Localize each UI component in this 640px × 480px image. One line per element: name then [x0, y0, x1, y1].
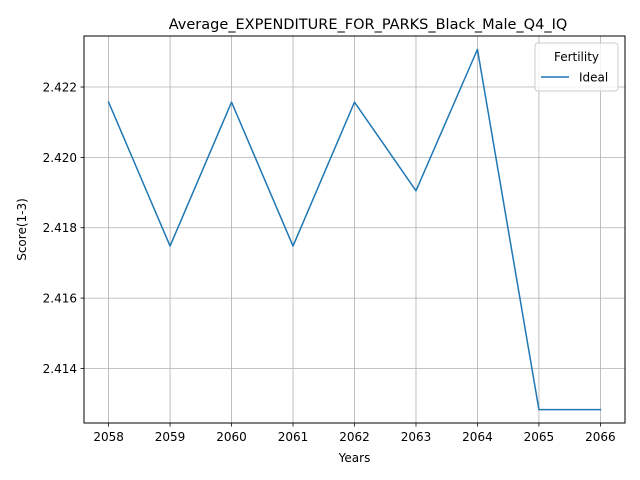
x-tick-label: 2062	[339, 430, 370, 444]
x-axis-label: Years	[338, 451, 371, 465]
legend-entry-ideal: Ideal	[579, 71, 608, 85]
legend-box	[534, 42, 619, 92]
series-layer	[107, 48, 602, 411]
chart-title: Average_EXPENDITURE_FOR_PARKS_Black_Male…	[169, 17, 568, 33]
x-tick-label: 2059	[155, 430, 186, 444]
y-tick-label: 2.420	[43, 151, 77, 165]
y-axis-label: Score(1-3)	[15, 198, 29, 261]
legend-title: Fertility	[554, 50, 599, 64]
ticks: 2058 2059 2060 2061 2062 2063 2064 2065 2066 2.41…	[43, 81, 616, 444]
y-tick-label: 2.414	[43, 362, 77, 376]
x-tick-label: 2065	[524, 430, 555, 444]
y-tick-label: 2.422	[43, 81, 77, 95]
x-tick-label: 2064	[462, 430, 493, 444]
x-tick-label: 2061	[278, 430, 309, 444]
x-tick-label: 2066	[585, 430, 616, 444]
x-tick-label: 2060	[216, 430, 247, 444]
series-line-ideal	[107, 48, 602, 411]
legend: Fertility Ideal	[534, 42, 619, 92]
x-tick-label: 2063	[401, 430, 432, 444]
y-tick-label: 2.418	[43, 221, 77, 235]
y-tick-label: 2.416	[43, 292, 77, 306]
x-tick-label: 2058	[93, 430, 124, 444]
grid	[84, 36, 625, 423]
